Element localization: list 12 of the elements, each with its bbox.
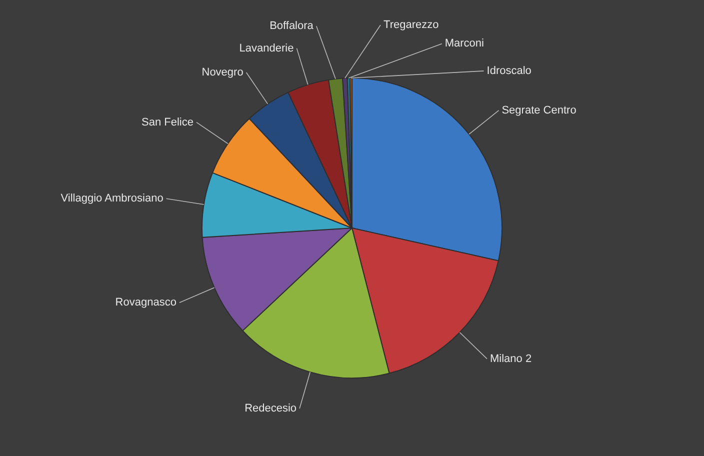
slice-label: San Felice — [142, 116, 194, 128]
slice-label: Segrate Centro — [502, 104, 576, 116]
slice-label: Lavanderie — [239, 42, 294, 54]
slice-label: Milano 2 — [490, 352, 532, 365]
slice-label: Redecesio — [244, 402, 297, 415]
slice-label: Tregarezzo — [384, 18, 439, 31]
slice-label: Idroscalo — [486, 64, 532, 77]
slice-label: Novegro — [202, 66, 244, 79]
slice-label: Boffalora — [270, 20, 314, 32]
slice-label: Rovagnasco — [115, 296, 176, 309]
slice-label: Villaggio Ambrosiano — [60, 192, 164, 205]
slice-label: Marconi — [444, 38, 484, 50]
